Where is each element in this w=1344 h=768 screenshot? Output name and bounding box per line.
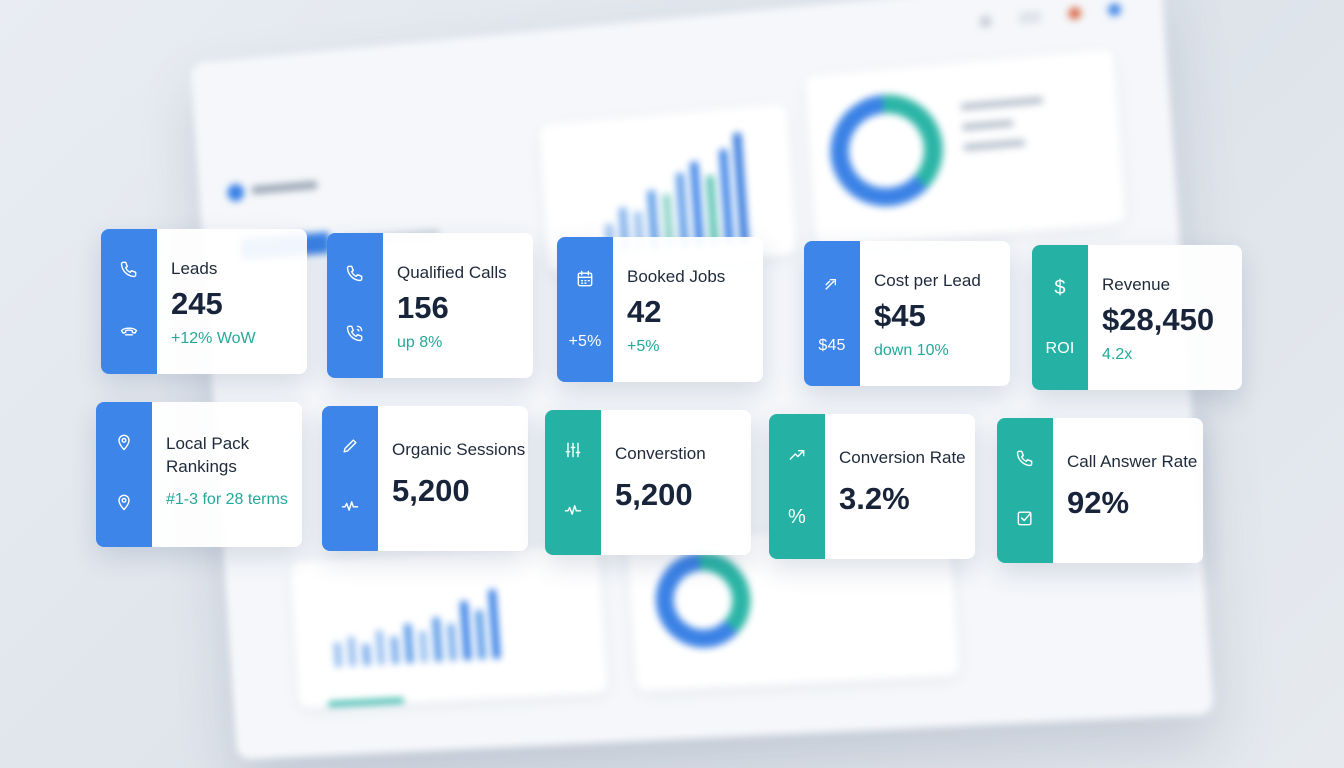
- map-pin-icon: [114, 492, 134, 517]
- trend-up-icon: [787, 444, 807, 469]
- kpi-card-local-pack-rankings[interactable]: Local Pack Rankings #1-3 for 28 terms: [96, 402, 302, 547]
- card-icon-rail: $ ROI: [1032, 245, 1088, 390]
- card-value: 3.2%: [839, 481, 910, 516]
- card-value: 245: [171, 286, 223, 321]
- card-value: 42: [627, 294, 662, 329]
- background-logo-icon: [226, 183, 245, 203]
- card-icon-rail: [997, 418, 1053, 563]
- kpi-card-qualified-calls[interactable]: Qualified Calls 156 up 8%: [327, 233, 533, 378]
- card-icon-rail: [545, 410, 601, 555]
- phone-icon: [1015, 448, 1035, 473]
- card-value: $45: [874, 298, 926, 333]
- card-label: Conversion Rate: [839, 448, 966, 467]
- map-pin-icon: [114, 432, 134, 457]
- card-icon-rail: [322, 406, 378, 551]
- background-search-icon: [978, 14, 993, 29]
- rail-text: $45: [818, 336, 846, 354]
- calendar-icon: [575, 269, 595, 294]
- pulse-icon: [340, 496, 360, 521]
- card-label: Converstion: [615, 444, 706, 463]
- pencil-icon: [340, 436, 360, 461]
- card-value: $28,450: [1102, 302, 1215, 337]
- card-delta: 4.2x: [1102, 346, 1133, 363]
- kpi-card-conversion-rate[interactable]: % Conversion Rate 3.2%: [769, 414, 975, 559]
- phone-handset-icon: [119, 319, 139, 344]
- kpi-card-revenue[interactable]: $ ROI Revenue $28,450 4.2x: [1032, 245, 1242, 390]
- dollar-icon: $: [1054, 277, 1066, 299]
- kpi-card-call-answer-rate[interactable]: Call Answer Rate 92%: [997, 418, 1203, 563]
- percent-icon: %: [788, 505, 806, 528]
- rail-text: +5%: [568, 332, 602, 350]
- card-delta: +5%: [627, 338, 660, 355]
- card-label-line1: Local Pack: [166, 434, 250, 453]
- rail-text: ROI: [1045, 340, 1075, 357]
- card-icon-rail: [101, 229, 157, 374]
- phone-ringing-icon: [345, 323, 365, 348]
- card-icon-rail: [327, 233, 383, 378]
- card-label: Leads: [171, 259, 218, 278]
- kpi-card-converstion[interactable]: Converstion 5,200: [545, 410, 751, 555]
- card-label: Organic Sessions: [392, 440, 526, 459]
- phone-icon: [345, 263, 365, 288]
- background-bar-chart: [599, 123, 749, 254]
- background-status-icon: [1107, 2, 1122, 17]
- background-title: [251, 180, 318, 195]
- card-icon-rail: $45: [804, 241, 860, 386]
- card-value: 156: [397, 290, 449, 325]
- kpi-card-cost-per-lead[interactable]: $45 Cost per Lead $45 down 10%: [804, 241, 1010, 386]
- card-icon-rail: +5%: [557, 237, 613, 382]
- card-value: 92%: [1067, 485, 1130, 520]
- background-top-icons: [978, 2, 1122, 29]
- trend-arrow-icon: [822, 273, 842, 298]
- card-delta: down 10%: [874, 342, 949, 359]
- background-toolbar-item: [1018, 10, 1042, 25]
- card-label: Revenue: [1102, 275, 1171, 294]
- phone-icon: [119, 259, 139, 284]
- background-avatar-icon: [1068, 6, 1082, 21]
- kpi-card-leads[interactable]: Leads 245 +12% WoW: [101, 229, 307, 374]
- card-icon-rail: [96, 402, 152, 547]
- card-label: Cost per Lead: [874, 271, 981, 290]
- kpi-card-booked-jobs[interactable]: +5% Booked Jobs 42 +5%: [557, 237, 763, 382]
- check-square-icon: [1015, 508, 1035, 533]
- card-delta: up 8%: [397, 334, 443, 351]
- card-icon-rail: %: [769, 414, 825, 559]
- card-value: 5,200: [392, 473, 470, 508]
- background-bottom-bar-chart: [329, 570, 501, 668]
- kpi-card-organic-sessions[interactable]: Organic Sessions 5,200: [322, 406, 528, 551]
- card-label: Qualified Calls: [397, 263, 507, 282]
- pulse-icon: [563, 500, 583, 525]
- card-value: 5,200: [615, 477, 693, 512]
- sliders-icon: [563, 440, 583, 465]
- card-label-line2: Rankings: [166, 457, 237, 476]
- card-label: Call Answer Rate: [1067, 452, 1198, 471]
- card-label: Booked Jobs: [627, 267, 726, 286]
- card-delta: +12% WoW: [171, 330, 256, 347]
- card-delta: #1-3 for 28 terms: [166, 491, 288, 508]
